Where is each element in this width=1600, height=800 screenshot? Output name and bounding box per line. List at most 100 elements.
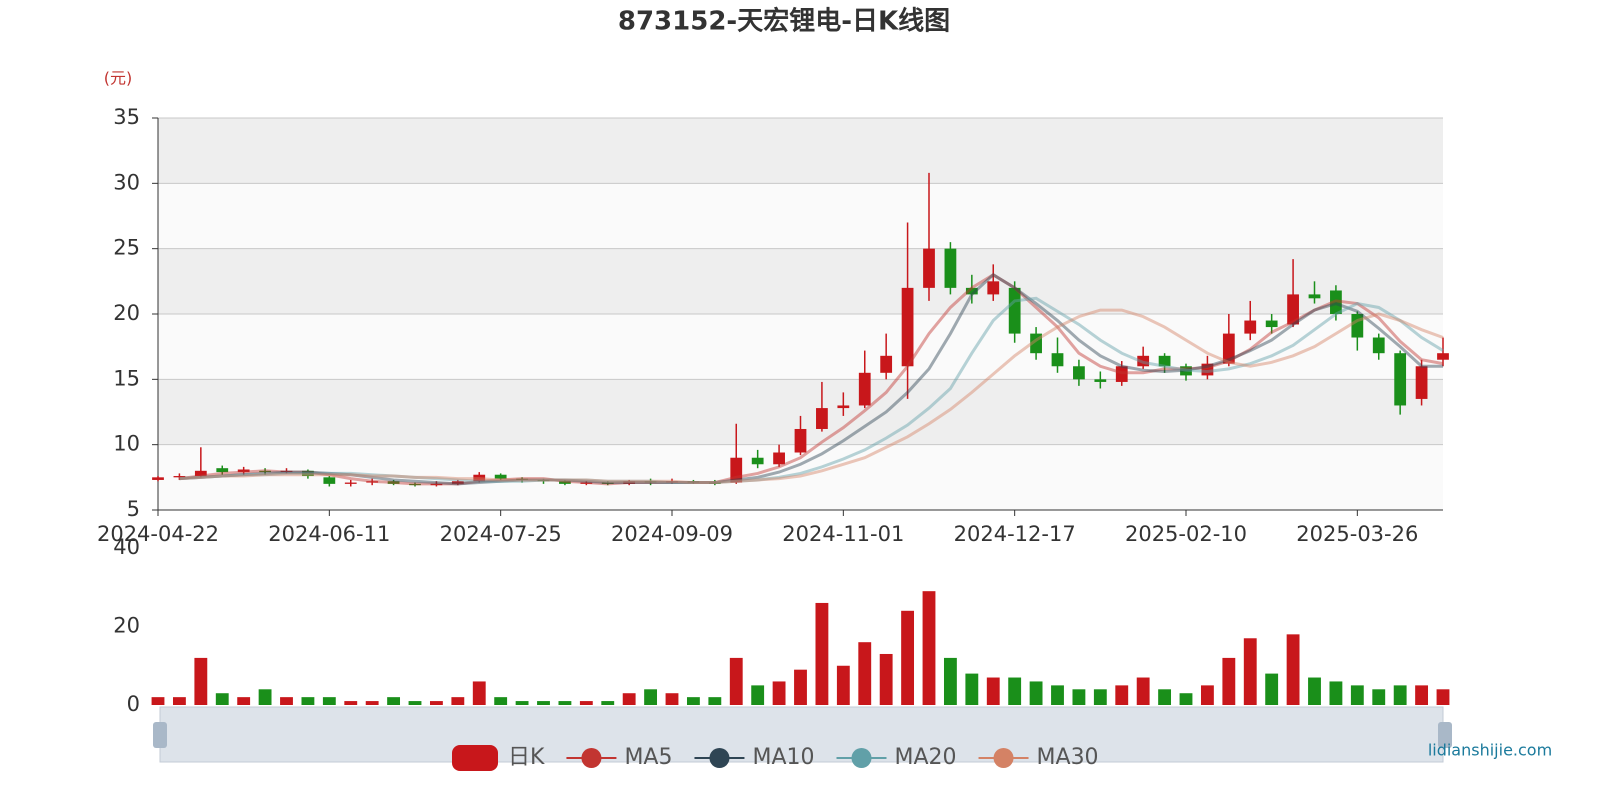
candle-body <box>1287 294 1299 325</box>
candle-body <box>1008 287 1021 334</box>
volume-bar <box>322 697 336 705</box>
legend-label: 日K <box>508 745 545 770</box>
y-tick-label: 40 <box>113 535 140 559</box>
ma-line <box>179 308 1444 485</box>
candle-body <box>773 452 785 465</box>
volume-bar <box>172 697 186 705</box>
volume-bar <box>151 697 165 705</box>
volume-bar <box>237 697 251 705</box>
legend-label: MA20 <box>895 745 957 770</box>
candle-body <box>302 470 314 477</box>
candle-body <box>794 428 807 453</box>
candle-body <box>708 482 721 484</box>
volume-bar <box>879 653 893 705</box>
candle-body <box>987 281 1000 295</box>
y-tick-label: 20 <box>113 614 140 638</box>
candle-body <box>1180 366 1192 376</box>
legend-label: MA30 <box>1037 745 1099 770</box>
candle-body <box>837 405 850 409</box>
candle-body <box>1201 363 1214 376</box>
volume-bar <box>494 697 508 705</box>
volume-bar <box>729 657 743 705</box>
candle-body <box>194 470 207 477</box>
candle-body <box>280 470 293 473</box>
candle-body <box>1437 353 1449 360</box>
candle-body <box>1158 355 1171 367</box>
candle-body <box>1137 355 1150 367</box>
candle-body <box>623 481 636 484</box>
volume-bar <box>1436 689 1450 705</box>
grid-band <box>158 248 1443 314</box>
y-tick-label: 25 <box>113 236 140 260</box>
volume-bar <box>986 677 1000 705</box>
legend-label: MA5 <box>624 745 672 770</box>
volume-bar <box>708 697 722 705</box>
volume-bar <box>451 697 465 705</box>
volume-bar <box>1115 685 1129 705</box>
volume-bar <box>429 701 443 705</box>
ma-line <box>179 273 1444 486</box>
volume-bar <box>901 610 915 705</box>
candle-body <box>1073 366 1085 380</box>
volume-bar <box>1372 689 1386 705</box>
volume-bar <box>515 701 529 705</box>
legend-icon <box>581 748 602 768</box>
volume-bar <box>772 681 786 705</box>
legend-label: MA10 <box>752 745 814 770</box>
volume-bar <box>751 685 765 705</box>
x-tick-label: 2024-12-17 <box>954 522 1076 546</box>
x-tick-label: 2024-04-22 <box>97 522 219 546</box>
legend-icon <box>993 748 1014 768</box>
candle-body <box>559 481 571 484</box>
volume-bar <box>922 591 936 705</box>
candle-body <box>1094 379 1107 382</box>
candle-body <box>216 468 229 473</box>
candle-body <box>152 477 164 480</box>
volume-bar <box>644 689 658 705</box>
volume-bar <box>1029 681 1043 705</box>
x-tick-label: 2024-11-01 <box>782 522 904 546</box>
candle-body <box>901 287 914 367</box>
volume-bar <box>1093 689 1107 705</box>
candle-body <box>366 481 379 483</box>
volume-bar <box>344 701 358 705</box>
volume-bar <box>1350 685 1364 705</box>
candle-body <box>1244 320 1257 334</box>
candle-body <box>1030 333 1042 354</box>
candle-body <box>666 481 678 483</box>
candle-body <box>430 483 443 486</box>
volume-bar <box>1200 685 1214 705</box>
candle-body <box>344 482 357 484</box>
candle-body <box>1330 290 1342 314</box>
candle-body <box>644 481 657 483</box>
volume-bar <box>1136 677 1150 705</box>
volume-bar <box>1158 689 1172 705</box>
volume-bar <box>665 693 679 705</box>
y-axis-label: (元) <box>104 69 133 88</box>
volume-bar <box>258 689 272 705</box>
zoom-slider[interactable] <box>159 706 1444 763</box>
y-tick-label: 5 <box>127 497 140 521</box>
volume-bar <box>858 642 872 705</box>
candle-body <box>451 481 464 484</box>
volume-bar <box>1286 634 1300 705</box>
candle-body <box>601 482 614 484</box>
x-tick-label: 2024-07-25 <box>440 522 562 546</box>
volume-bar <box>301 697 315 705</box>
volume-bar <box>558 701 572 705</box>
x-tick-label: 2024-06-11 <box>268 522 390 546</box>
zoom-handle[interactable] <box>153 722 167 748</box>
candle-body <box>880 355 893 373</box>
candle-body <box>1415 366 1428 399</box>
chart-title: 873152-天宏锂电-日K线图 <box>618 6 950 37</box>
candle-body <box>494 474 507 479</box>
candle-body <box>323 477 336 484</box>
zoom-handle[interactable] <box>1438 722 1452 748</box>
volume-bar <box>1393 685 1407 705</box>
volume-bar <box>472 681 486 705</box>
candle-body <box>751 457 764 465</box>
candle-body <box>1222 333 1235 364</box>
legend-icon <box>452 745 498 771</box>
volume-bar <box>1222 657 1236 705</box>
candle-body <box>1351 314 1364 338</box>
